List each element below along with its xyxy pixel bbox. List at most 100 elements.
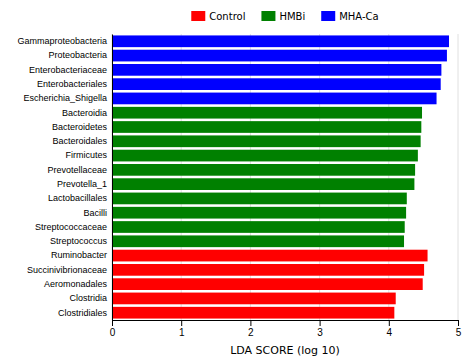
x-axis: 0 1 2 3 4 5	[110, 320, 462, 338]
y-tick-label: Streptococcaceae	[35, 222, 107, 232]
y-tick-label: Aeromonadales	[44, 279, 108, 289]
bar	[112, 235, 404, 247]
x-tick-label: 2	[248, 327, 254, 338]
bar	[112, 50, 447, 62]
y-tick: Proteobacteria	[48, 50, 112, 60]
y-tick-label: Proteobacteria	[48, 50, 107, 60]
x-tick-label: 1	[179, 327, 185, 338]
y-tick-label: Firmicutes	[65, 150, 107, 160]
y-tick: Bacteroidetes	[52, 122, 112, 132]
y-tick: Prevotellaceae	[47, 165, 112, 175]
y-tick-label: Bacteroidetes	[52, 122, 108, 132]
y-tick-label: Bacilli	[83, 208, 107, 218]
bars	[112, 35, 449, 318]
legend-swatch	[191, 11, 205, 21]
y-tick-label: Enterobacteriaceae	[29, 65, 107, 75]
y-tick: Succinivibrionaceae	[27, 265, 112, 275]
bar	[112, 93, 437, 105]
bar	[112, 221, 405, 233]
x-tick: 1	[179, 320, 185, 338]
y-tick: Prevotella_1	[57, 179, 112, 189]
y-tick: Bacteroidia	[62, 108, 112, 118]
bar	[112, 150, 418, 162]
y-tick-label: Lactobacillales	[48, 193, 108, 203]
bar	[112, 135, 421, 147]
x-tick-mark	[250, 320, 251, 326]
x-tick: 3	[317, 320, 323, 338]
x-tick-label: 5	[456, 327, 462, 338]
bar	[112, 250, 428, 262]
grid-line	[250, 34, 251, 320]
x-tick-mark	[181, 320, 182, 326]
grid-line	[112, 34, 113, 320]
y-tick-label: Ruminobacter	[51, 250, 107, 260]
legend-item: HMBi	[261, 11, 305, 22]
bar	[112, 264, 424, 276]
y-tick-label: Clostridiales	[58, 308, 108, 318]
x-tick: 2	[248, 320, 254, 338]
y-tick: Bacilli	[83, 208, 112, 218]
bar	[112, 164, 415, 176]
x-tick: 0	[110, 320, 116, 338]
chart: 0 1 2 3 4 5 Gammaproteobacteria Proteobacteria E…	[0, 0, 474, 362]
grid-line	[181, 34, 182, 320]
grid-line	[388, 34, 389, 320]
y-axis: Gammaproteobacteria Proteobacteria Enterob…	[17, 35, 112, 321]
bar	[112, 278, 423, 290]
y-tick: Aeromonadales	[44, 279, 112, 289]
y-tick-label: Clostridia	[69, 293, 107, 303]
bar	[112, 64, 441, 76]
plot-area: 0 1 2 3 4 5 Gammaproteobacteria Proteobacteria E…	[17, 34, 461, 338]
x-tick-label: 0	[110, 327, 116, 338]
legend-label: HMBi	[279, 11, 305, 22]
y-tick: Streptococcus	[50, 236, 112, 246]
bar	[112, 207, 406, 219]
bar	[112, 35, 449, 47]
x-tick-mark	[389, 320, 390, 326]
grid-line	[458, 34, 459, 320]
bar	[112, 78, 441, 90]
grid-line	[319, 34, 320, 320]
legend-item: Control	[191, 11, 245, 22]
x-tick-label: 4	[387, 327, 393, 338]
y-tick: Enterobacteriales	[37, 79, 112, 89]
y-tick: Clostridiales	[58, 308, 112, 318]
y-tick-label: Bacteroidales	[52, 136, 107, 146]
y-tick-label: Escherichia_Shigella	[23, 93, 107, 103]
y-tick: Gammaproteobacteria	[17, 36, 112, 46]
x-tick-mark	[320, 320, 321, 326]
y-tick: Streptococcaceae	[35, 222, 112, 232]
y-tick-label: Succinivibrionaceae	[27, 265, 107, 275]
x-tick: 5	[456, 320, 462, 338]
legend-swatch	[321, 11, 335, 21]
legend: Control HMBi MHA-Ca	[191, 11, 378, 22]
y-tick: Lactobacillales	[48, 193, 112, 203]
y-tick-label: Gammaproteobacteria	[17, 36, 107, 46]
y-tick: Enterobacteriaceae	[29, 65, 112, 75]
y-tick-label: Streptococcus	[50, 236, 108, 246]
bar	[112, 121, 421, 133]
legend-item: MHA-Ca	[321, 11, 379, 22]
y-tick-label: Prevotellaceae	[47, 165, 107, 175]
y-tick-label: Enterobacteriales	[37, 79, 108, 89]
x-tick: 4	[387, 320, 393, 338]
y-tick: Bacteroidales	[52, 136, 112, 146]
legend-swatch	[261, 11, 275, 21]
bar	[112, 307, 394, 319]
bar	[112, 293, 396, 305]
x-tick-mark	[112, 320, 113, 326]
bar	[112, 178, 414, 190]
y-tick: Clostridia	[69, 293, 112, 303]
x-axis-title: LDA SCORE (log 10)	[230, 344, 340, 357]
x-tick-mark	[458, 320, 459, 326]
x-tick-label: 3	[317, 327, 323, 338]
y-axis-line	[112, 35, 113, 321]
y-tick: Firmicutes	[65, 150, 112, 160]
legend-label: MHA-Ca	[339, 11, 379, 22]
legend-label: Control	[209, 11, 245, 22]
x-axis-line	[113, 321, 459, 327]
y-tick-label: Bacteroidia	[62, 108, 107, 118]
bar	[112, 107, 422, 119]
bar	[112, 193, 407, 205]
y-tick: Escherichia_Shigella	[23, 93, 112, 103]
